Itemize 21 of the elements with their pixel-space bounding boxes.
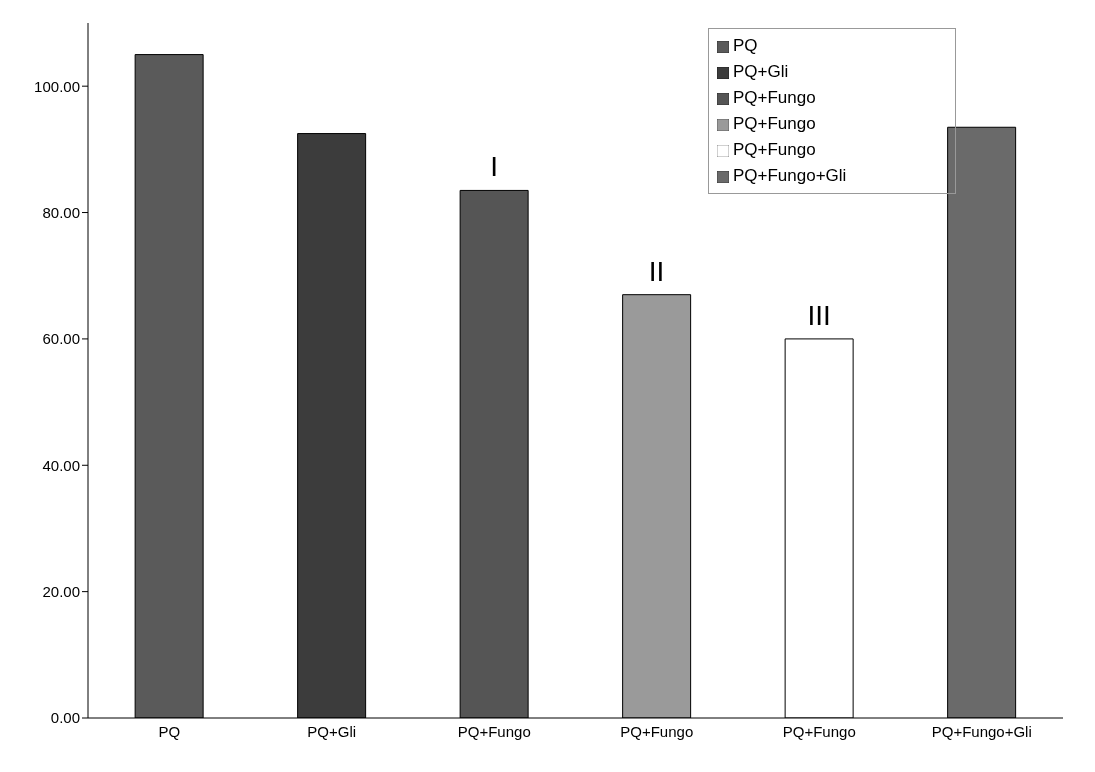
y-tick-label: 100.00: [34, 77, 80, 95]
x-tick-label: PQ+Gli: [307, 722, 357, 740]
x-tick-label: PQ+Fungo+Gli: [931, 722, 1032, 740]
y-tick-label: 20.00: [42, 582, 80, 600]
x-tick-label: PQ: [158, 722, 181, 740]
legend-label: PQ: [733, 36, 758, 55]
y-tick-label: 60.00: [42, 330, 80, 348]
legend-label: PQ+Gli: [733, 62, 789, 81]
data-label: II: [648, 255, 665, 287]
legend-label: PQ+Fungo: [733, 140, 816, 159]
y-tick-label: 0.00: [50, 709, 80, 727]
x-tick-label: PQ+Fungo: [620, 722, 694, 740]
x-tick-label: PQ+Fungo: [782, 722, 856, 740]
y-tick-label: 40.00: [42, 456, 80, 474]
data-label: III: [807, 299, 831, 331]
x-tick-label: PQ+Fungo: [457, 722, 531, 740]
data-label: I: [490, 151, 499, 183]
legend-label: PQ+Fungo: [733, 88, 816, 107]
legend-label: PQ+Fungo: [733, 114, 816, 133]
legend-label: PQ+Fungo+Gli: [733, 166, 847, 185]
y-tick-label: 80.00: [42, 203, 80, 221]
